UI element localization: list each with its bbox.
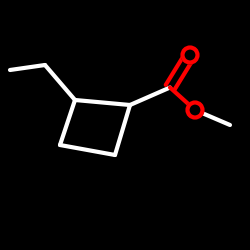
Circle shape — [188, 102, 202, 118]
Circle shape — [182, 48, 198, 62]
Circle shape — [186, 101, 204, 119]
Circle shape — [181, 46, 199, 64]
